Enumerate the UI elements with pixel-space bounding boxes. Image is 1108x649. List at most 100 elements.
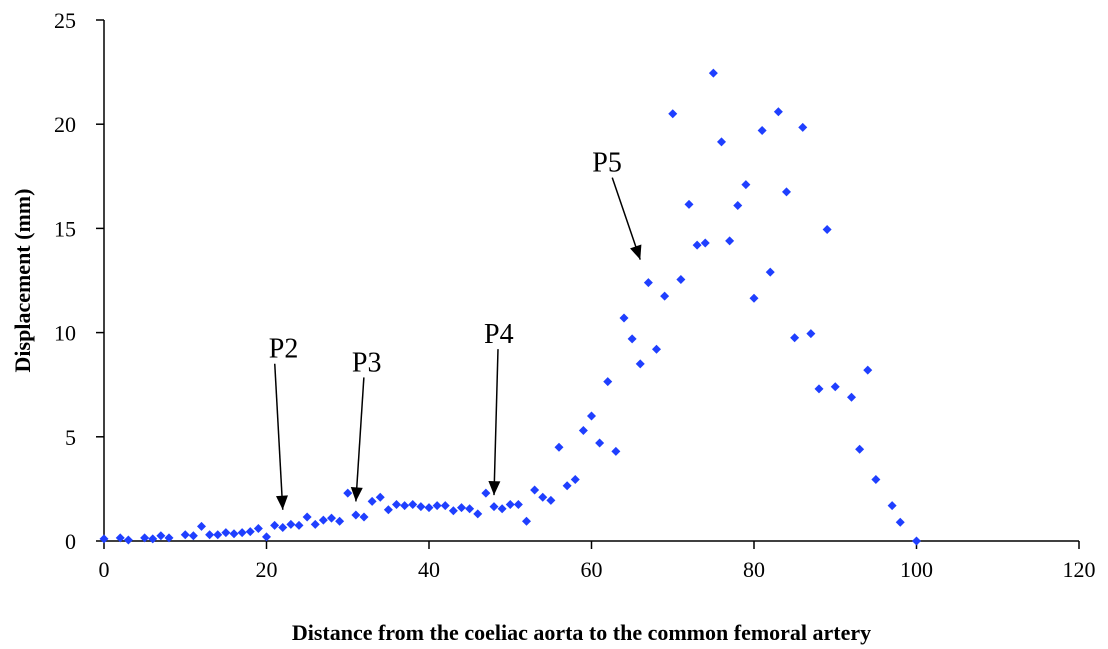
data-point [505, 500, 515, 510]
data-point [465, 504, 475, 514]
data-point [213, 530, 223, 540]
x-tick-label: 60 [581, 557, 603, 582]
data-point [383, 505, 393, 515]
x-tick-label: 100 [900, 557, 933, 582]
data-point [424, 503, 434, 513]
data-point [343, 488, 353, 498]
y-tick-label: 0 [65, 529, 76, 554]
data-point [457, 503, 466, 513]
data-point [578, 426, 588, 436]
data-point [912, 536, 921, 546]
data-point [855, 444, 865, 454]
data-point [448, 506, 458, 516]
data-point [847, 392, 856, 402]
data-point [773, 107, 783, 117]
data-point [156, 531, 166, 541]
data-point [725, 236, 735, 246]
data-point [814, 384, 824, 394]
annotation-arrow [355, 377, 365, 502]
data-point [887, 501, 897, 511]
data-point [806, 329, 816, 339]
data-point [895, 517, 905, 527]
x-axis-title: Distance from the coeliac aorta to the c… [292, 620, 871, 645]
y-tick-label: 5 [65, 425, 76, 450]
annotation-arrow [493, 349, 499, 496]
annotation-label: P3 [352, 347, 382, 378]
data-point [570, 475, 580, 485]
data-point [335, 516, 345, 526]
data-point [180, 530, 190, 540]
data-point [643, 278, 653, 288]
x-tick-label: 80 [743, 557, 765, 582]
annotation-arrowhead [275, 495, 288, 510]
data-point [660, 291, 670, 301]
data-point [587, 411, 596, 421]
annotation-arrowhead [630, 244, 642, 260]
data-point [302, 512, 312, 522]
data-point [595, 438, 605, 448]
y-tick-label: 15 [54, 216, 76, 241]
data-point [245, 527, 255, 537]
data-point [221, 528, 231, 538]
annotation-label: P5 [592, 148, 622, 179]
data-point [798, 122, 808, 132]
annotation-arrow [611, 177, 641, 260]
data-point [871, 475, 881, 485]
data-point [627, 334, 637, 344]
data-point [538, 492, 548, 502]
y-tick-label: 10 [54, 321, 76, 346]
data-point [619, 313, 629, 323]
data-point [229, 529, 239, 539]
x-tick-label: 20 [256, 557, 278, 582]
data-point [99, 534, 109, 544]
data-point [473, 509, 483, 519]
data-point [603, 377, 613, 387]
data-point [197, 521, 206, 531]
data-point [188, 531, 198, 541]
data-point [416, 502, 426, 512]
data-point [530, 485, 540, 495]
data-point [741, 180, 751, 190]
data-point [270, 520, 280, 530]
data-point [513, 500, 523, 510]
data-points [99, 68, 921, 546]
data-point [164, 533, 174, 543]
data-point [652, 344, 661, 354]
data-point [237, 528, 247, 538]
data-point [708, 68, 718, 78]
x-axis-ticks: 0 20 40 60 80 100 120 [99, 541, 1096, 582]
data-point [367, 496, 377, 506]
x-tick-label: 40 [418, 557, 440, 582]
data-point [310, 519, 320, 529]
data-point [440, 501, 450, 511]
data-point [408, 500, 418, 510]
data-point [294, 520, 304, 530]
data-point [733, 200, 743, 210]
data-point [790, 333, 800, 343]
annotations: P2 P3 P4 P5 [269, 148, 642, 510]
data-point [668, 109, 678, 119]
data-point [684, 199, 694, 209]
data-point [140, 533, 150, 543]
data-point [757, 125, 767, 135]
data-point [822, 224, 832, 234]
data-point [432, 501, 442, 511]
data-point [562, 481, 572, 491]
data-point [359, 512, 369, 522]
data-point [351, 510, 361, 520]
x-tick-label: 0 [99, 557, 110, 582]
y-axis-title: Displacement (mm) [10, 189, 35, 373]
data-point [717, 137, 726, 147]
data-point [522, 516, 531, 526]
data-point [692, 240, 702, 250]
plot-area: 0 5 10 15 20 25 0 20 40 60 80 100 120 P2 P3 P4 P5 [54, 8, 1096, 582]
data-point [148, 534, 158, 544]
y-tick-label: 20 [54, 112, 76, 137]
data-point [782, 187, 791, 197]
data-point [765, 267, 775, 277]
data-point [318, 515, 328, 525]
annotation-arrowhead [350, 487, 363, 502]
data-point [262, 532, 271, 542]
data-point [392, 500, 401, 510]
data-point [546, 495, 556, 505]
